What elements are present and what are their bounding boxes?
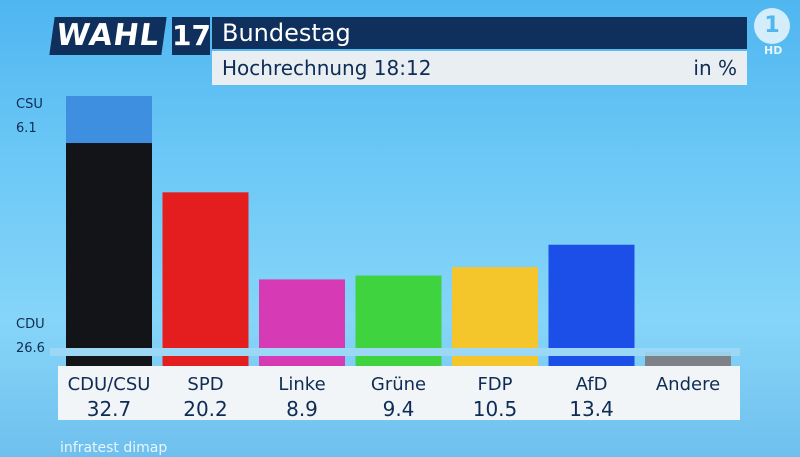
election-year-logo: 17 [172,17,211,55]
bar-afd [548,244,635,348]
bar-base-spd [162,356,249,366]
segment-value-cdu: 26.6 [16,341,45,356]
page-title: Bundestag [212,17,747,49]
value-label-spd: 20.2 [183,397,228,421]
category-label-fdp: FDP [477,374,512,395]
bar-base-fdp [452,356,538,366]
bar-gruene [355,275,442,348]
value-label-linke: 8.9 [286,397,318,421]
value-label-afd: 13.4 [569,397,614,421]
baseline-band [50,348,740,356]
bar-base-cdu-csu [66,356,152,366]
segment-value-csu: 6.1 [16,121,37,136]
bar-cdu [66,143,152,348]
category-label-gruene: Grüne [371,374,426,395]
bar-base-linke [259,356,345,366]
category-label-linke: Linke [278,374,325,395]
value-label-cdu-csu: 32.7 [87,397,132,421]
bar-base-gruene [355,356,442,366]
hd-badge: HD [764,44,783,57]
value-label-fdp: 10.5 [473,397,518,421]
unit-label: in % [693,56,737,80]
category-label-spd: SPD [187,374,223,395]
channel-logo: 1 [754,8,790,44]
source-label: infratest dimap [60,440,168,456]
bar-fdp [452,267,538,348]
category-label-cdu-csu: CDU/CSU [68,374,151,395]
subtitle-bar: Hochrechnung 18:12 in % [212,51,747,85]
category-label-andere: Andere [656,374,720,395]
label-panel [58,366,740,420]
segment-label-cdu: CDU [16,317,45,332]
bar-base-afd [548,356,635,366]
category-label-afd: AfD [576,374,608,395]
subtitle: Hochrechnung 18:12 [222,56,432,80]
value-label-gruene: 9.4 [383,397,415,421]
bar-linke [259,279,345,348]
bar-spd [162,192,249,348]
segment-label-csu: CSU [16,97,43,112]
bar-csu [66,96,152,144]
